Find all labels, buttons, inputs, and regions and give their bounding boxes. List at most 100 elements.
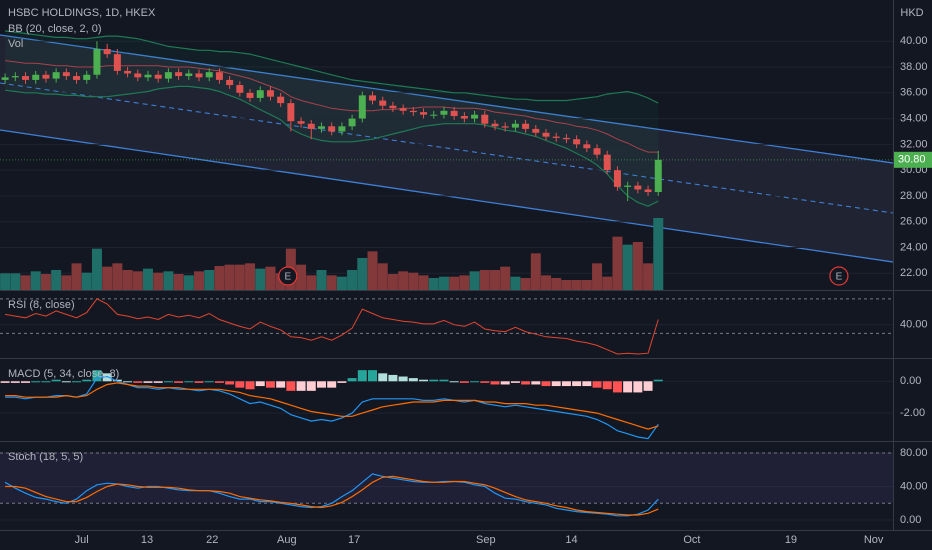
macd-histogram-bar [276, 381, 286, 388]
y-tick-label: 38.00 [900, 61, 928, 73]
macd-histogram-bar [102, 373, 112, 382]
volume-bar [357, 258, 368, 290]
bb-label: BB (20, close, 2, 0) [8, 23, 102, 35]
macd-histogram-bar [592, 381, 602, 388]
volume-bar [449, 276, 460, 290]
candle-body [532, 128, 540, 133]
x-tick-label: Nov [864, 534, 884, 546]
macd-histogram-bar [480, 381, 490, 383]
candle-body [11, 76, 19, 78]
x-tick-label: Oct [683, 534, 700, 546]
macd-histogram-bar [143, 381, 153, 383]
volume-bar [142, 268, 153, 290]
candle-body [501, 126, 509, 128]
candle-body [236, 85, 244, 93]
rsi-title: RSI (8, close) [8, 299, 75, 311]
volume-bar [10, 273, 21, 290]
earnings-label: E [836, 272, 843, 283]
candle-body [226, 79, 234, 86]
candle-body [471, 114, 479, 119]
x-tick-label: Aug [277, 534, 297, 546]
candle-body [409, 110, 417, 113]
y-tick-label: 0.00 [900, 514, 921, 526]
volume-bar [581, 280, 592, 290]
candle-body [124, 70, 132, 74]
signal-line [5, 382, 659, 430]
macd-histogram-bar [41, 381, 51, 383]
y-tick-label: 32.00 [900, 138, 928, 150]
volume-bar [602, 276, 613, 290]
macd-histogram-bar [61, 381, 71, 383]
volume-bar [530, 253, 541, 290]
macd-histogram-bar [510, 381, 520, 383]
currency-label: HKD [900, 7, 923, 19]
macd-histogram-bar [72, 381, 82, 383]
volume-bar [510, 276, 521, 290]
macd-histogram-bar [398, 376, 408, 382]
macd-histogram-bar [10, 381, 20, 383]
price-tag [894, 151, 932, 168]
candle-body [603, 154, 611, 171]
stoch-band [0, 452, 893, 504]
macd-histogram-bar [214, 381, 224, 383]
macd-histogram-bar [0, 381, 10, 383]
volume-bar [30, 271, 41, 290]
macd-histogram-bar [225, 381, 235, 385]
volume-bar [102, 266, 113, 290]
candle-body [83, 74, 91, 80]
volume-bar [428, 278, 439, 290]
macd-histogram-bar [327, 381, 337, 388]
stoch-d-line [5, 475, 659, 516]
candle-body [175, 72, 183, 77]
volume-bar [541, 275, 552, 290]
volume-bar [296, 264, 307, 290]
volume-bar [347, 270, 358, 290]
macd-histogram-bar [296, 381, 306, 391]
macd-histogram-bar [521, 381, 531, 385]
earnings-label: E [284, 272, 291, 283]
candle-body [654, 159, 662, 193]
volume-bar [71, 263, 82, 290]
volume-bar [61, 275, 72, 290]
macd-histogram-bar [112, 379, 122, 382]
candle-body [624, 185, 632, 187]
volume-bar [265, 266, 276, 290]
macd-histogram-bar [429, 379, 439, 382]
candle-body [22, 76, 30, 80]
volume-bar [132, 271, 143, 290]
macd-histogram-bar [459, 381, 469, 383]
candle-body [195, 73, 203, 78]
volume-bar [377, 263, 388, 290]
macd-histogram-bar [235, 381, 245, 388]
candle-body [583, 144, 591, 149]
volume-bar [153, 272, 164, 290]
macd-histogram-bar [163, 381, 173, 383]
macd-histogram-bar [31, 381, 41, 383]
x-tick-label: Jul [75, 534, 89, 546]
macd-line [5, 375, 659, 440]
volume-bar [91, 248, 102, 290]
x-tick-label: 14 [565, 534, 577, 546]
candle-body [1, 77, 9, 80]
y-tick-label: 80.00 [900, 447, 928, 459]
macd-histogram-bar [123, 381, 133, 383]
volume-bar [214, 266, 225, 290]
candle-body [593, 148, 601, 155]
volume-bar [326, 275, 337, 290]
volume-bar [316, 270, 327, 290]
volume-bar [122, 270, 133, 290]
candle-body [103, 48, 111, 55]
candle-body [205, 72, 213, 78]
macd-histogram-bar [623, 381, 633, 393]
macd-histogram-bar [368, 370, 378, 382]
macd-histogram-bar [194, 381, 204, 383]
volume-bar [163, 271, 174, 290]
volume-bar [0, 273, 11, 290]
macd-histogram-bar [449, 381, 459, 383]
y-tick-label: 36.00 [900, 87, 928, 99]
volume-bar [520, 278, 531, 290]
macd-histogram-bar [582, 381, 592, 387]
macd-histogram-bar [51, 379, 61, 382]
volume-bar [20, 275, 31, 290]
rsi-line [5, 298, 659, 355]
